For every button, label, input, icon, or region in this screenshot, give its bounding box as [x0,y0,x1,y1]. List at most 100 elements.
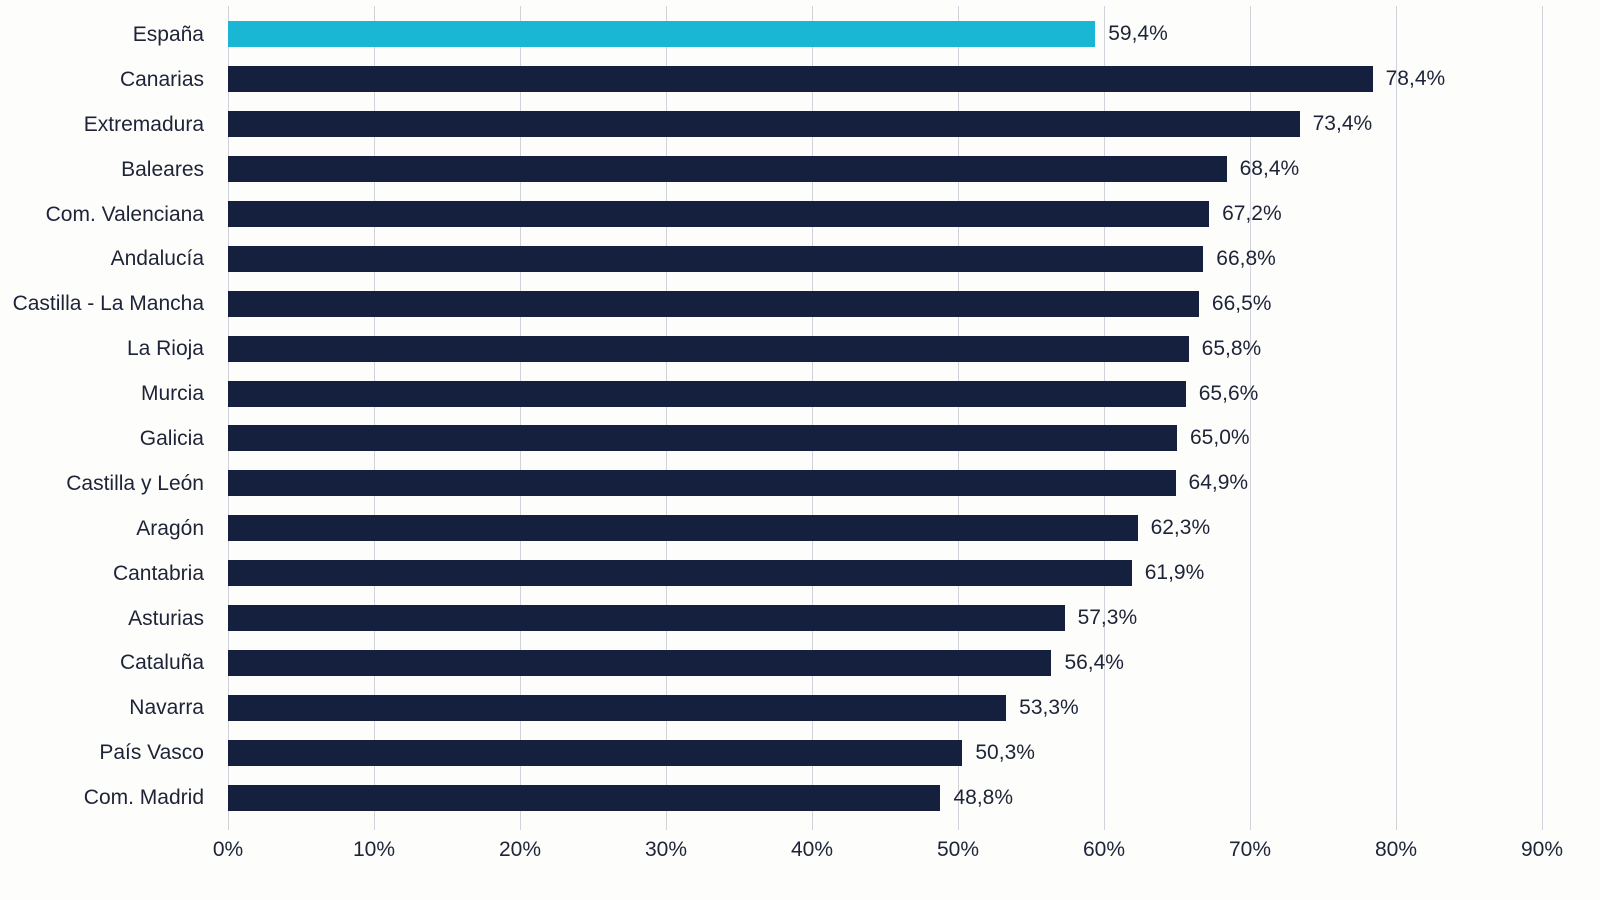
bar-row: La Rioja 65,8% [0,326,1600,371]
bar-row: Cataluña 56,4% [0,640,1600,685]
value-label: 64,9% [1188,471,1249,495]
category-label: Cantabria [112,561,204,585]
bar-row: Canarias 78,4% [0,57,1600,102]
bar [228,111,1300,138]
value-label: 68,4% [1239,157,1300,181]
x-tick-label: 60% [1082,838,1126,861]
bar-row: Galicia 65,0% [0,416,1600,461]
bar-track: 68,4% [228,147,1600,192]
category-label: Com. Madrid [83,786,204,810]
value-label: 53,3% [1019,695,1079,719]
gridline-60% [1104,6,1105,830]
bar-row: Asturias 57,3% [0,596,1600,641]
bar [228,335,1189,362]
gridline-0% [228,6,229,830]
category-label: La Rioja [126,337,204,361]
value-label: 66,5% [1211,291,1272,315]
bar [228,156,1227,183]
gridline-40% [812,6,813,830]
bar [228,605,1065,632]
category-label: Murcia [140,382,204,406]
bar-track: 65,0% [228,416,1600,461]
x-tick-label: 90% [1520,838,1564,861]
x-tick-label: 0% [212,838,244,861]
x-tick-label: 20% [498,838,542,861]
bar-track: 56,4% [228,640,1600,685]
bar-row: Murcia 65,6% [0,371,1600,416]
category-label: Castilla - La Mancha [12,292,204,316]
category-label: España [132,22,204,46]
bar [228,380,1186,407]
value-label: 65,6% [1198,381,1259,405]
category-label: Extremadura [83,112,204,136]
bar-track: 53,3% [228,685,1600,730]
category-label: Navarra [129,696,204,720]
bar [228,66,1373,93]
bar-track: 57,3% [228,596,1600,641]
category-label: Com. Valenciana [45,202,204,226]
category-label: Baleares [121,157,204,181]
value-label: 73,4% [1312,112,1373,136]
bar-row: Baleares 68,4% [0,147,1600,192]
bar-track: 65,6% [228,371,1600,416]
bar [228,515,1138,542]
value-label: 78,4% [1385,67,1446,91]
bar [228,290,1199,317]
bar-track: 64,9% [228,461,1600,506]
value-label: 67,2% [1222,202,1282,225]
bar [228,425,1177,452]
bar-row: España 59,4% [0,12,1600,57]
bar-track: 50,3% [228,730,1600,775]
bar-row: Extremadura 73,4% [0,102,1600,147]
value-label: 65,8% [1201,336,1262,360]
bar-row: Castilla y León 64,9% [0,461,1600,506]
value-label: 65,0% [1190,426,1250,450]
bar-row: Com. Madrid 48,8% [0,775,1600,820]
value-label: 57,3% [1077,606,1138,630]
bar [228,649,1052,676]
x-tick-label: 80% [1374,838,1418,861]
bar-track: 48,8% [228,775,1600,820]
bar [228,739,963,766]
x-tick-label: 70% [1228,838,1272,861]
category-label: Galicia [139,426,204,450]
value-label: 56,4% [1064,650,1124,674]
bar [228,245,1204,272]
gridline-10% [374,6,375,830]
bar-track: 61,9% [228,551,1600,596]
gridline-90% [1542,6,1543,830]
x-tick-label: 10% [352,838,396,861]
bar-track: 78,4% [228,57,1600,102]
gridline-70% [1250,6,1251,830]
value-label: 61,9% [1144,561,1205,585]
bar-row: Aragón 62,3% [0,506,1600,551]
bar-track: 65,8% [228,326,1600,371]
bar-rows: España 59,4% Canarias 78,4% Extremadura 73,4%… [0,12,1600,820]
x-tick-label: 30% [644,838,688,861]
value-label: 59,4% [1108,22,1168,46]
bar-track: 66,5% [228,281,1600,326]
bar-row: Andalucía 66,8% [0,236,1600,281]
bar-highlighted [228,21,1096,48]
bar [228,560,1132,587]
bar-row: País Vasco 50,3% [0,730,1600,775]
category-label: Castilla y León [66,471,204,495]
bar [228,694,1007,721]
gridline-20% [520,6,521,830]
bar [228,784,941,811]
category-label: País Vasco [99,741,204,765]
category-label: Aragón [136,516,204,540]
bar [228,201,1210,227]
category-label: Andalucía [110,247,204,271]
bar-track: 59,4% [228,12,1600,57]
value-label: 66,8% [1216,246,1276,270]
gridline-50% [958,6,959,830]
category-label: Asturias [128,606,204,630]
value-label: 48,8% [953,785,1014,809]
bar-row: Castilla - La Mancha 66,5% [0,281,1600,326]
gridline-80% [1396,6,1397,830]
x-tick-label: 50% [936,838,980,861]
bar-row: Cantabria 61,9% [0,551,1600,596]
